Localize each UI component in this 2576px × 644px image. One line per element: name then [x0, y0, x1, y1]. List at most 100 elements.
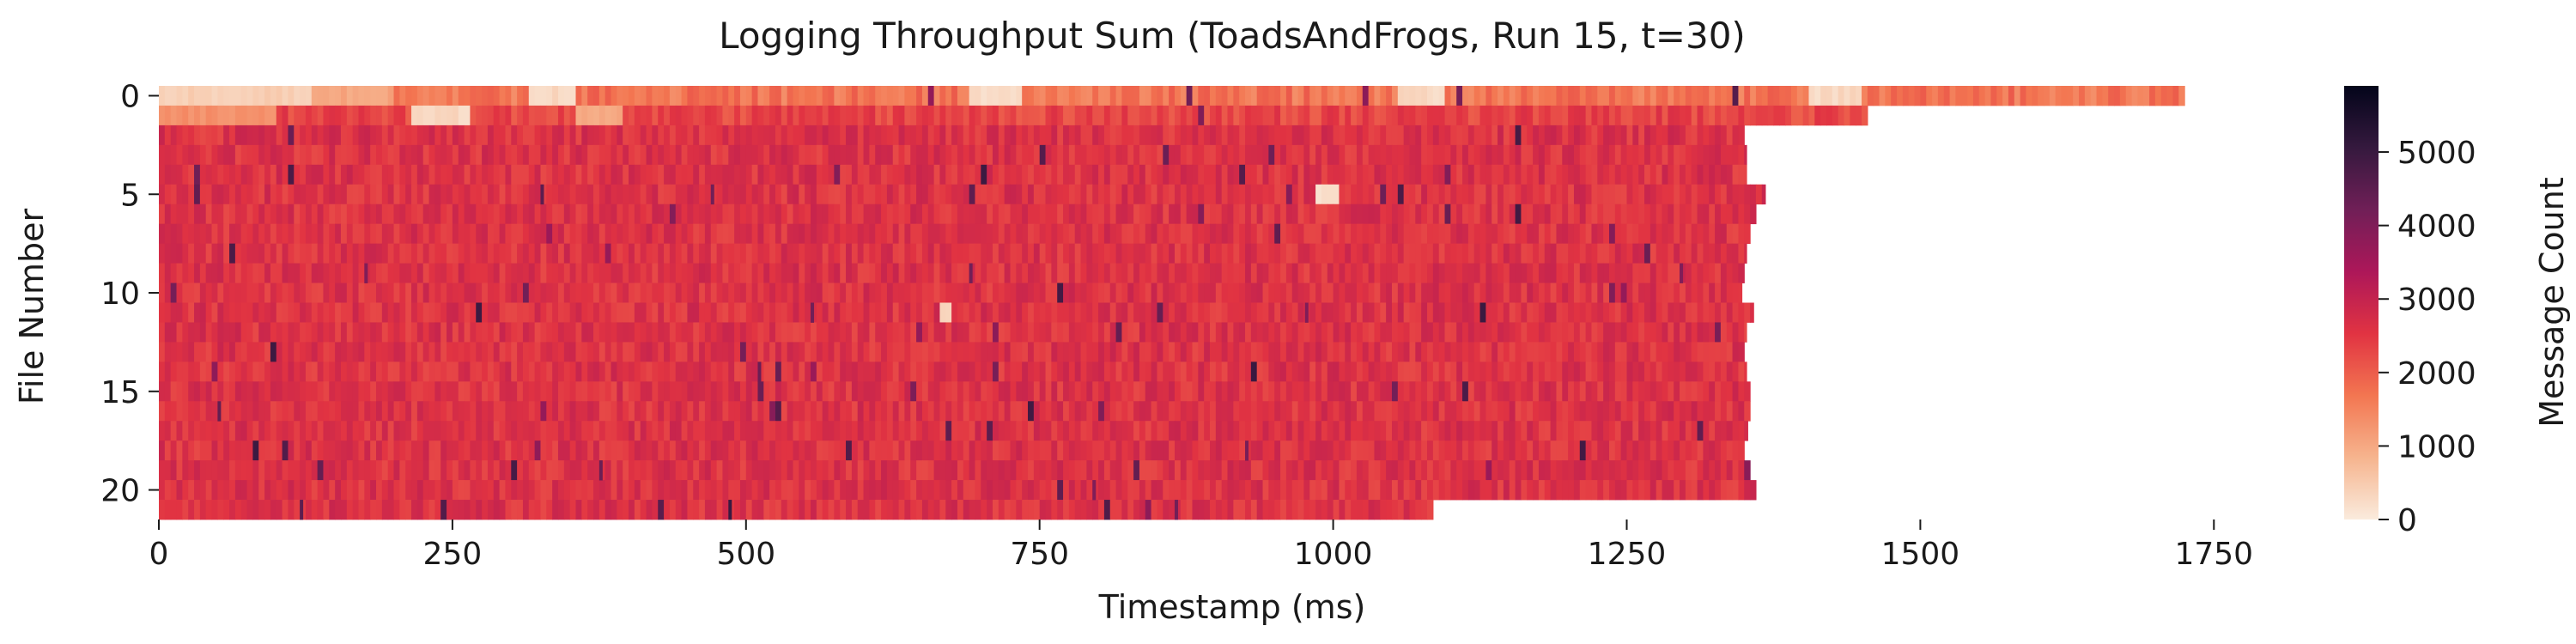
heatmap-cell	[1415, 105, 1422, 126]
heatmap-cell	[493, 302, 501, 323]
heatmap-cell	[1585, 105, 1593, 126]
heatmap-cell	[340, 361, 348, 382]
heatmap-cell	[1720, 342, 1728, 362]
heatmap-cell	[1051, 125, 1058, 146]
heatmap-cell	[1033, 105, 1041, 126]
heatmap-cell	[305, 144, 313, 166]
heatmap-cell	[1438, 105, 1446, 126]
heatmap-cell	[557, 302, 565, 323]
heatmap-cell	[563, 125, 571, 146]
heatmap-cell	[1450, 105, 1457, 126]
heatmap-cell	[1333, 243, 1340, 264]
heatmap-cell	[1820, 86, 1827, 106]
heatmap-cell	[294, 223, 301, 245]
heatmap-cell	[1080, 223, 1087, 245]
heatmap-cell	[1527, 361, 1534, 382]
heatmap-cell	[763, 283, 770, 303]
heatmap-cell	[1109, 381, 1117, 402]
heatmap-cell	[1098, 283, 1105, 303]
heatmap-cell	[1010, 204, 1017, 225]
heatmap-cell	[476, 223, 483, 245]
heatmap-cell	[176, 421, 183, 441]
heatmap-cell	[358, 283, 365, 303]
heatmap-cell	[1738, 164, 1745, 185]
heatmap-cell	[975, 322, 981, 343]
heatmap-cell	[217, 184, 224, 205]
heatmap-cell	[693, 322, 700, 343]
heatmap-cell	[370, 322, 377, 343]
heatmap-cell	[1174, 144, 1182, 166]
heatmap-cell	[704, 184, 712, 205]
heatmap-cell	[405, 342, 412, 362]
heatmap-cell	[969, 421, 976, 441]
heatmap-cell	[699, 125, 706, 146]
heatmap-cell	[288, 125, 295, 146]
heatmap-cell	[1955, 86, 1962, 106]
heatmap-cell	[1738, 421, 1745, 441]
heatmap-cell	[569, 421, 577, 441]
heatmap-cell	[1239, 243, 1246, 264]
heatmap-cell	[1268, 105, 1275, 126]
heatmap-cell	[170, 283, 178, 303]
heatmap-cell	[781, 164, 788, 185]
heatmap-cell	[1808, 86, 1815, 106]
heatmap-cell	[1345, 361, 1352, 382]
heatmap-cell	[640, 164, 647, 185]
heatmap-cell	[1151, 125, 1158, 146]
heatmap-cell	[1614, 322, 1622, 343]
heatmap-cell	[1022, 283, 1029, 303]
heatmap-cell	[1662, 421, 1668, 441]
heatmap-cell	[846, 164, 853, 185]
heatmap-cell	[757, 421, 764, 441]
heatmap-cell	[487, 243, 495, 264]
heatmap-cell	[1204, 105, 1211, 126]
heatmap-cell	[916, 283, 923, 303]
heatmap-cell	[575, 361, 582, 382]
heatmap-cell	[1151, 204, 1158, 225]
heatmap-cell	[969, 381, 976, 402]
heatmap-cell	[1227, 144, 1234, 166]
heatmap-cell	[998, 184, 1005, 205]
heatmap-cell	[652, 164, 659, 185]
heatmap-cell	[1115, 105, 1123, 126]
heatmap-cell	[704, 283, 712, 303]
heatmap-cell	[1068, 421, 1076, 441]
heatmap-cell	[470, 184, 477, 205]
heatmap-cell	[1174, 263, 1182, 283]
heatmap-cell	[745, 302, 753, 323]
heatmap-cell	[1004, 381, 1012, 402]
heatmap-cell	[1280, 164, 1287, 185]
heatmap-cell	[617, 223, 623, 245]
heatmap-cell	[1403, 263, 1411, 283]
heatmap-cell	[1703, 421, 1710, 441]
heatmap-cell	[440, 184, 447, 205]
heatmap-cell	[340, 283, 348, 303]
heatmap-cell	[246, 86, 254, 106]
heatmap-cell	[1479, 105, 1486, 126]
heatmap-cell	[476, 243, 483, 264]
heatmap-cell	[634, 322, 641, 343]
heatmap-cell	[1990, 86, 1997, 106]
heatmap-cell	[881, 322, 888, 343]
heatmap-cell	[1544, 223, 1552, 245]
heatmap-cell	[693, 243, 700, 264]
heatmap-cell	[1080, 361, 1087, 382]
heatmap-cell	[1608, 421, 1616, 441]
heatmap-cell	[1614, 144, 1622, 166]
heatmap-cell	[1245, 381, 1252, 402]
heatmap-cell	[1280, 401, 1287, 422]
heatmap-cell	[1656, 105, 1663, 126]
heatmap-cell	[605, 144, 612, 166]
heatmap-cell	[822, 144, 829, 166]
heatmap-cell	[464, 421, 471, 441]
heatmap-cell	[1327, 243, 1334, 264]
heatmap-cell	[1051, 302, 1058, 323]
heatmap-cell	[194, 401, 201, 422]
heatmap-cell	[340, 263, 348, 283]
heatmap-cell	[1668, 243, 1674, 264]
heatmap-cell	[1303, 125, 1310, 146]
heatmap-cell	[1239, 361, 1246, 382]
heatmap-cell	[159, 342, 166, 362]
heatmap-cell	[933, 381, 941, 402]
heatmap-cell	[246, 164, 254, 185]
